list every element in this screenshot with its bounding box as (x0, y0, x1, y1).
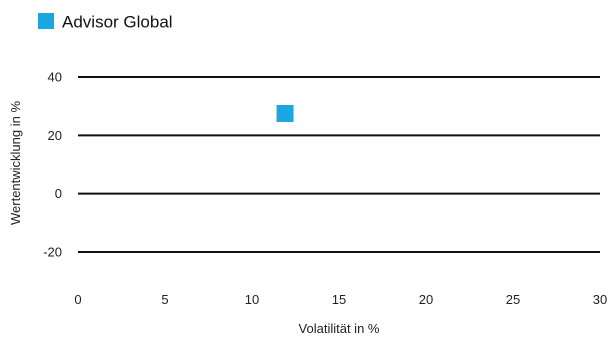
x-tick-label: 0 (74, 292, 81, 307)
data-point (276, 104, 294, 122)
y-axis-label: Wertentwicklung in % (8, 101, 23, 225)
x-tick-label: 10 (245, 292, 259, 307)
x-tick-label: 30 (593, 292, 607, 307)
legend: Advisor Global (38, 13, 173, 32)
x-tick-labels: 0 5 10 15 20 25 30 (74, 292, 607, 307)
x-tick-label: 20 (419, 292, 433, 307)
x-tick-label: 15 (332, 292, 346, 307)
y-tick-label: 0 (55, 186, 62, 201)
y-tick-label: -20 (43, 245, 62, 260)
y-tick-label: 40 (48, 70, 62, 85)
legend-label: Advisor Global (62, 13, 173, 32)
legend-swatch (38, 13, 54, 29)
x-tick-label: 5 (161, 292, 168, 307)
y-tick-labels: -20 0 20 40 (43, 70, 62, 260)
x-axis-label: Volatilität in % (299, 321, 380, 336)
gridlines (78, 76, 600, 253)
data-points (276, 104, 294, 122)
x-tick-label: 25 (506, 292, 520, 307)
y-tick-label: 20 (48, 128, 62, 143)
